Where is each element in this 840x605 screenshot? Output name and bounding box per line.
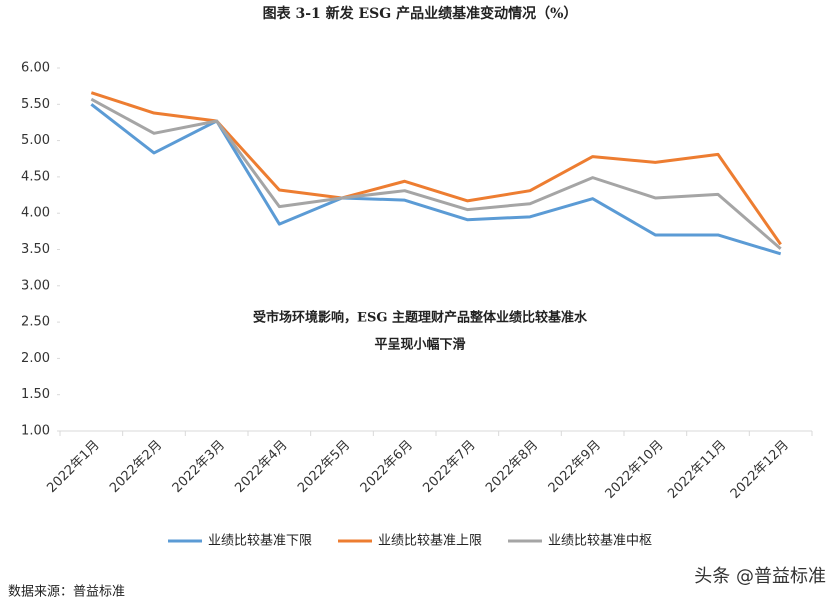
- y-tick-label: 6.00: [21, 61, 50, 76]
- series-line: [90, 103, 782, 256]
- y-tick-label: 4.50: [21, 169, 50, 184]
- series-line: [90, 97, 782, 250]
- x-tick-label: 2022年8月: [483, 438, 541, 496]
- x-tick-label: 2022年1月: [44, 438, 102, 496]
- watermark: 头条 @普益标准: [694, 566, 826, 587]
- y-tick-label: 1.00: [21, 424, 50, 439]
- y-tick-label: 3.00: [21, 278, 50, 293]
- y-tick-label: 3.50: [21, 242, 50, 257]
- x-tick-label: 2022年3月: [170, 438, 228, 496]
- y-tick-label: 2.00: [21, 351, 50, 366]
- legend-label: 业绩比较基准下限: [208, 534, 312, 549]
- annotation: 平呈现小幅下滑: [374, 337, 465, 353]
- x-tick-label: 2022年10月: [603, 438, 667, 502]
- legend-label: 业绩比较基准中枢: [548, 534, 652, 549]
- annotation: 受市场环境影响，ESG 主题理财产品整体业绩比较基准水: [253, 310, 588, 326]
- y-tick-label: 5.50: [21, 97, 50, 112]
- y-tick-label: 4.00: [21, 206, 50, 221]
- x-tick-label: 2022年5月: [295, 438, 353, 496]
- x-tick-label: 2022年12月: [728, 438, 792, 502]
- x-tick-label: 2022年4月: [232, 438, 290, 496]
- chart-title: 图表 3-1 新发 ESG 产品业绩基准变动情况（%）: [263, 5, 578, 22]
- legend-label: 业绩比较基准上限: [378, 534, 482, 549]
- x-tick-label: 2022年7月: [420, 438, 478, 496]
- x-tick-label: 2022年11月: [665, 438, 729, 502]
- y-tick-label: 2.50: [21, 315, 50, 330]
- series-line: [90, 91, 782, 246]
- source-note: 数据来源：普益标准: [8, 585, 125, 600]
- y-tick-label: 5.00: [21, 133, 50, 148]
- y-tick-label: 1.50: [21, 387, 50, 402]
- x-tick-label: 2022年9月: [546, 438, 604, 496]
- x-tick-label: 2022年2月: [107, 438, 165, 496]
- x-tick-label: 2022年6月: [358, 438, 416, 496]
